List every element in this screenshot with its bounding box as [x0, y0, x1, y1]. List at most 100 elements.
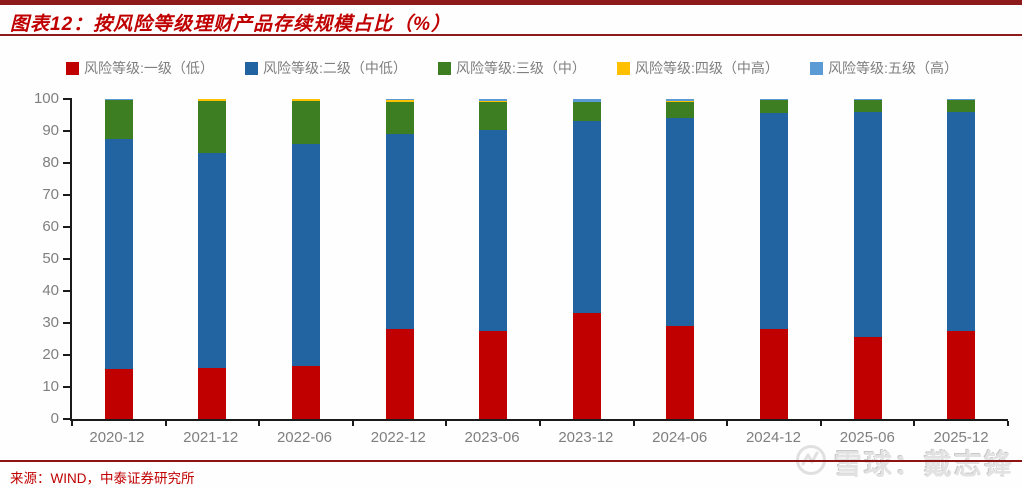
legend-item: 风险等级:五级（高）: [810, 58, 958, 78]
bar-segment: [385, 134, 414, 330]
bar-segment: [479, 130, 508, 331]
bar-segment: [198, 99, 227, 101]
bar-segment: [479, 99, 508, 102]
bar-slot-2024-06: [634, 99, 728, 419]
title-divider-rule: [0, 34, 1022, 36]
bar-slot-2023-06: [446, 99, 540, 419]
watermark-text: 雪球：戴志锋: [833, 449, 1014, 480]
stacked-bar-2024-06: [666, 99, 695, 419]
bar-segment: [947, 331, 976, 419]
stacked-bar-2025-06: [853, 99, 882, 419]
x-tick-label: 2024-12: [745, 429, 801, 446]
bar-segment: [947, 99, 976, 113]
x-axis-tick: [351, 421, 354, 426]
y-axis-tick: [63, 130, 72, 132]
bar-segment: [666, 101, 695, 119]
bar-segment: [104, 99, 133, 140]
top-divider-rule: [0, 0, 1022, 5]
legend-item: 风险等级:三级（中）: [438, 58, 586, 78]
bar-segment: [291, 99, 320, 101]
legend-swatch-icon: [245, 61, 259, 75]
source-note: 来源：WIND，中泰证券研究所: [10, 471, 195, 486]
x-axis-tick: [71, 421, 73, 426]
y-axis-tick: [63, 98, 72, 100]
legend-item: 风险等级:二级（中低）: [245, 58, 407, 78]
stacked-bar-2021-12: [198, 99, 227, 419]
y-axis-tick: [63, 386, 72, 388]
stacked-bar-2022-12: [385, 99, 414, 419]
y-axis-tick: [63, 322, 72, 324]
y-tick-label: 60: [42, 218, 59, 235]
legend-swatch-icon: [617, 61, 631, 75]
x-axis-tick: [539, 421, 541, 426]
bar-segment: [198, 100, 227, 154]
bar-segment: [385, 101, 414, 135]
y-tick-label: 50: [42, 250, 59, 267]
bar-segment: [759, 113, 788, 330]
bar-slot-2023-12: [540, 99, 634, 419]
bar-segment: [198, 153, 227, 368]
bar-segment: [572, 313, 601, 419]
bar-segment: [853, 100, 882, 113]
bar-segment: [947, 99, 976, 100]
bar-segment: [198, 367, 227, 419]
stacked-bar-2023-12: [572, 99, 601, 419]
stacked-bar-2023-06: [479, 99, 508, 419]
bar-segment: [759, 99, 788, 100]
y-axis-tick: [63, 290, 72, 292]
x-tick-label: 2023-12: [558, 429, 614, 446]
x-tick-label: 2025-06: [839, 429, 895, 446]
bar-segment: [759, 329, 788, 419]
legend-swatch-icon: [810, 61, 824, 75]
bar-segment: [385, 329, 414, 419]
y-axis-tick: [63, 194, 72, 196]
y-axis-tick: [63, 162, 72, 164]
x-axis-tick: [258, 421, 261, 426]
x-tick-label: 2021-12: [183, 429, 239, 446]
bar-segment: [572, 101, 601, 122]
y-tick-label: 70: [42, 186, 59, 203]
y-axis-tick: [63, 354, 72, 356]
legend-label: 风险等级:一级（低）: [84, 60, 214, 76]
bar-segment: [853, 99, 882, 101]
bar-segment: [853, 337, 882, 419]
bar-segment: [947, 112, 976, 331]
y-tick-label: 100: [33, 90, 59, 107]
bar-segment: [291, 143, 320, 367]
footer-divider-rule: [0, 460, 1022, 462]
y-tick-label: 80: [42, 154, 59, 171]
page-title: 图表12：按风险等级理财产品存续规模占比（%）: [10, 14, 452, 35]
bar-segment: [104, 139, 133, 370]
stacked-bar-2020-12: [104, 99, 133, 419]
y-tick-label: 40: [42, 282, 59, 299]
bar-slot-2022-12: [353, 99, 447, 419]
y-axis-tick: [63, 418, 72, 420]
x-tick-label: 2020-12: [89, 429, 145, 446]
legend-item: 风险等级:一级（低）: [66, 58, 214, 78]
legend-label: 风险等级:四级（中高）: [635, 60, 779, 76]
chart-legend: 风险等级:一级（低） 风险等级:二级（中低） 风险等级:三级（中） 风险等级:四级（中…: [66, 58, 958, 78]
bar-segment: [104, 369, 133, 419]
bar-segment: [572, 99, 601, 102]
bar-slot-2025-12: [914, 99, 1008, 419]
bar-segment: [479, 101, 508, 131]
bar-segment: [104, 99, 133, 100]
legend-label: 风险等级:三级（中）: [456, 60, 586, 76]
watermark: 雪球：戴志锋: [795, 443, 1014, 483]
bar-segment: [853, 112, 882, 338]
x-axis-tick: [819, 421, 822, 426]
bar-slot-2020-12: [72, 99, 166, 419]
y-tick-label: 0: [50, 410, 59, 427]
x-axis-tick: [164, 421, 167, 426]
y-axis-tick: [63, 258, 72, 260]
legend-label: 风险等级:五级（高）: [828, 60, 958, 76]
x-tick-label: 2025-12: [933, 429, 989, 446]
x-axis-tick: [913, 421, 916, 426]
legend-swatch-icon: [66, 61, 79, 75]
x-axis-tick: [632, 421, 635, 426]
x-axis-tick: [726, 421, 729, 426]
y-tick-label: 20: [42, 346, 59, 363]
bar-segment: [291, 100, 320, 144]
bar-slot-2025-06: [821, 99, 915, 419]
bar-segment: [479, 331, 508, 419]
